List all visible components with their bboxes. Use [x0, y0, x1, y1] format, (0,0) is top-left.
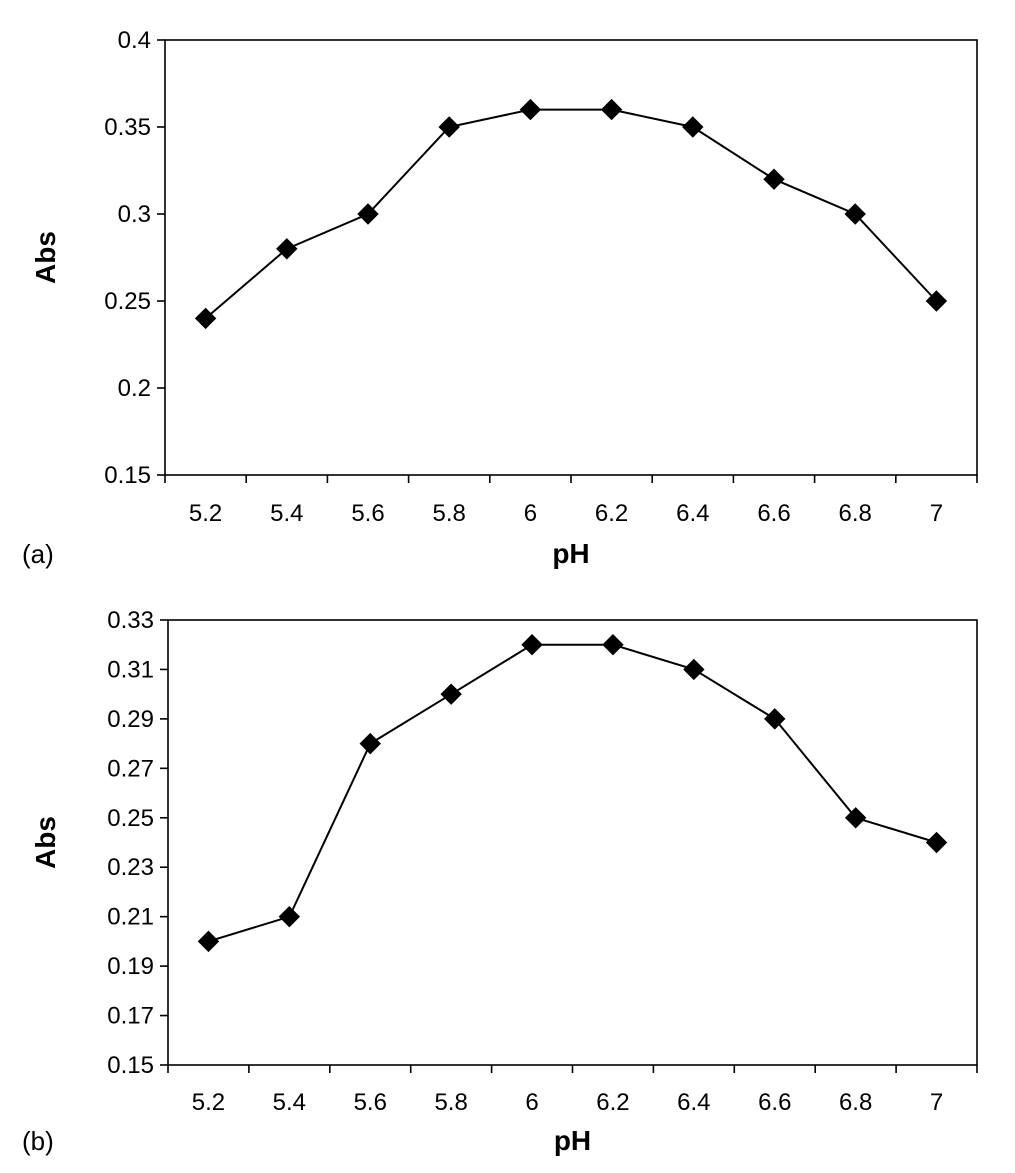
- x-tick-label: 6.8: [839, 1089, 872, 1116]
- y-tick-label: 0.2: [118, 375, 151, 402]
- y-tick-label: 0.29: [107, 706, 154, 733]
- data-point-diamond: [194, 307, 217, 330]
- x-tick-label: 5.8: [434, 1089, 467, 1116]
- data-point-diamond: [764, 708, 786, 730]
- y-tick-label: 0.3: [118, 201, 151, 228]
- x-tick-label: 5.2: [189, 500, 222, 527]
- x-tick-label: 6.6: [758, 1089, 791, 1116]
- series-line: [208, 643, 937, 943]
- y-tick-label: 0.19: [107, 953, 154, 980]
- data-point-diamond: [602, 634, 624, 656]
- data-point-diamond: [600, 98, 623, 121]
- x-tick-label: 6: [525, 1089, 538, 1116]
- x-tick-label: 6.2: [596, 1089, 629, 1116]
- chart-a: 0.15 0.2 0.25 0.3 0.35 0.4 5.2 5.4 5.6 5.8 6 6.2 6.4…: [22, 27, 978, 569]
- data-point-diamond: [844, 203, 866, 225]
- x-tick-label: 5.4: [270, 500, 303, 527]
- y-tick-label: 0.25: [104, 288, 151, 315]
- y-tick-label: 0.33: [107, 607, 154, 634]
- data-point-diamond: [197, 930, 220, 953]
- data-point-diamond: [276, 238, 298, 260]
- data-point-diamond: [521, 634, 543, 656]
- y-tick-label: 0.35: [104, 114, 151, 141]
- data-point-diamond: [438, 116, 460, 138]
- data-point-diamond: [682, 116, 704, 138]
- x-tick-label: 5.6: [354, 1089, 387, 1116]
- x-tick-label: 6: [524, 500, 537, 527]
- x-tick-label: 5.6: [351, 500, 384, 527]
- data-point-diamond: [763, 168, 785, 190]
- x-tick-label: 6.6: [757, 500, 790, 527]
- y-axis-title: Abs: [30, 231, 61, 284]
- y-axis-title: Abs: [30, 816, 61, 869]
- data-point-diamond: [357, 203, 379, 225]
- x-tick-label: 7: [930, 500, 943, 527]
- x-axis-title: pH: [554, 1125, 591, 1156]
- x-tick-label: 6.4: [676, 500, 709, 527]
- y-tick-label: 0.17: [107, 1003, 154, 1030]
- data-point-diamond: [844, 807, 867, 829]
- y-tick-label: 0.4: [118, 27, 151, 54]
- data-point-diamond: [925, 831, 948, 854]
- data-point-diamond: [440, 683, 462, 705]
- y-tick-label: 0.25: [107, 805, 154, 832]
- y-tick-label: 0.27: [107, 755, 154, 782]
- x-tick-label: 5.4: [273, 1089, 306, 1116]
- data-point-diamond: [278, 905, 301, 928]
- series-line: [204, 108, 938, 320]
- y-tick-label: 0.15: [104, 462, 151, 489]
- y-tick-label: 0.15: [107, 1052, 154, 1079]
- panel-label: (b): [22, 1126, 54, 1156]
- data-point-diamond: [519, 98, 542, 121]
- x-axis-title: pH: [552, 538, 589, 569]
- y-tick-label: 0.31: [107, 656, 154, 683]
- panel-label: (a): [22, 539, 54, 569]
- x-tick-label: 7: [930, 1089, 943, 1116]
- x-tick-label: 6.8: [839, 500, 872, 527]
- data-point-diamond: [683, 658, 705, 681]
- data-point-diamond: [359, 732, 381, 755]
- x-tick-label: 5.8: [433, 500, 466, 527]
- data-point-diamond: [925, 290, 948, 312]
- x-tick-label: 6.4: [677, 1089, 710, 1116]
- plot-area: [167, 619, 978, 1066]
- x-tick-label: 5.2: [192, 1089, 225, 1116]
- x-tick-label: 6.2: [595, 500, 628, 527]
- y-tick-label: 0.23: [107, 854, 154, 881]
- y-tick-label: 0.21: [107, 904, 154, 931]
- chart-b: 0.15 0.17 0.19 0.21 0.23 0.25 0.27 0.29 0.31 0.33…: [22, 607, 978, 1156]
